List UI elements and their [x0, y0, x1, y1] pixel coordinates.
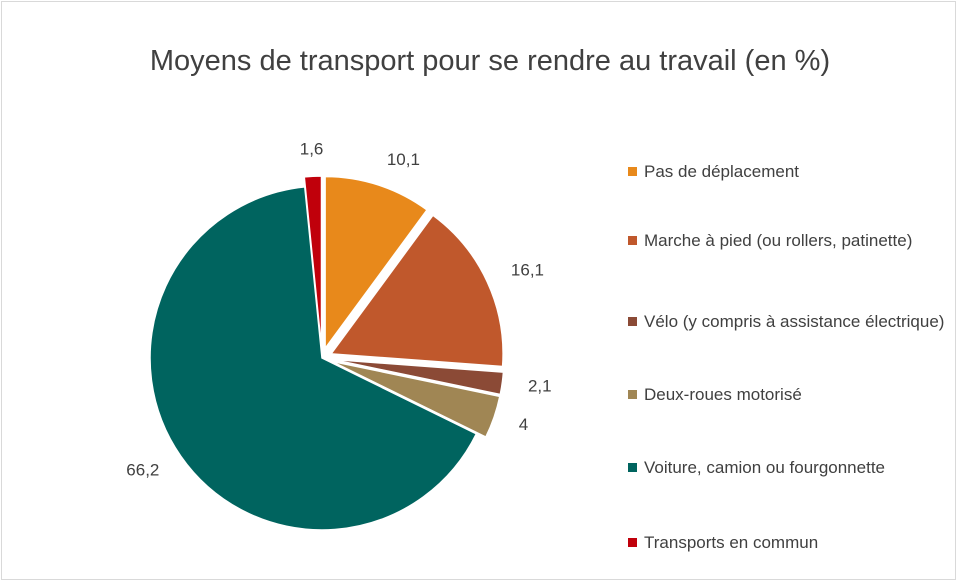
legend-item: Deux-roues motorisé [628, 380, 948, 410]
data-label: 16,1 [511, 260, 544, 279]
legend-label: Pas de déplacement [644, 162, 799, 181]
data-label: 2,1 [528, 376, 552, 395]
legend-swatch [628, 463, 637, 472]
data-label: 1,6 [300, 140, 324, 159]
pie-slice [324, 175, 429, 351]
legend-label: Vélo (y compris à assistance électrique) [644, 312, 945, 331]
legend-item: Marche à pied (ou rollers, patinette) [628, 226, 948, 256]
legend-label: Deux-roues motorisé [644, 385, 802, 404]
legend-label: Marche à pied (ou rollers, patinette) [644, 231, 913, 250]
pie-slice [331, 358, 505, 396]
legend-swatch [628, 167, 637, 176]
legend-item: Transports en commun [628, 528, 948, 558]
pie-slice [331, 360, 501, 439]
legend-swatch [628, 236, 637, 245]
legend-swatch [628, 390, 637, 399]
pie-slice [303, 175, 323, 349]
pie-slice [149, 186, 478, 531]
chart-title: Moyens de transport pour se rendre au tr… [149, 45, 831, 77]
legend-swatch [628, 317, 637, 326]
legend-item: Vélo (y compris à assistance électrique) [628, 307, 948, 337]
legend-label: Voiture, camion ou fourgonnette [644, 458, 885, 477]
pie-slice [329, 214, 504, 368]
legend-swatch [628, 538, 637, 547]
legend-item: Voiture, camion ou fourgonnette [628, 453, 948, 483]
legend-label: Transports en commun [644, 533, 819, 552]
data-label: 10,1 [387, 150, 420, 169]
data-label: 4 [519, 415, 528, 434]
data-label: 66,2 [126, 460, 159, 479]
legend-item: Pas de déplacement [628, 157, 948, 187]
